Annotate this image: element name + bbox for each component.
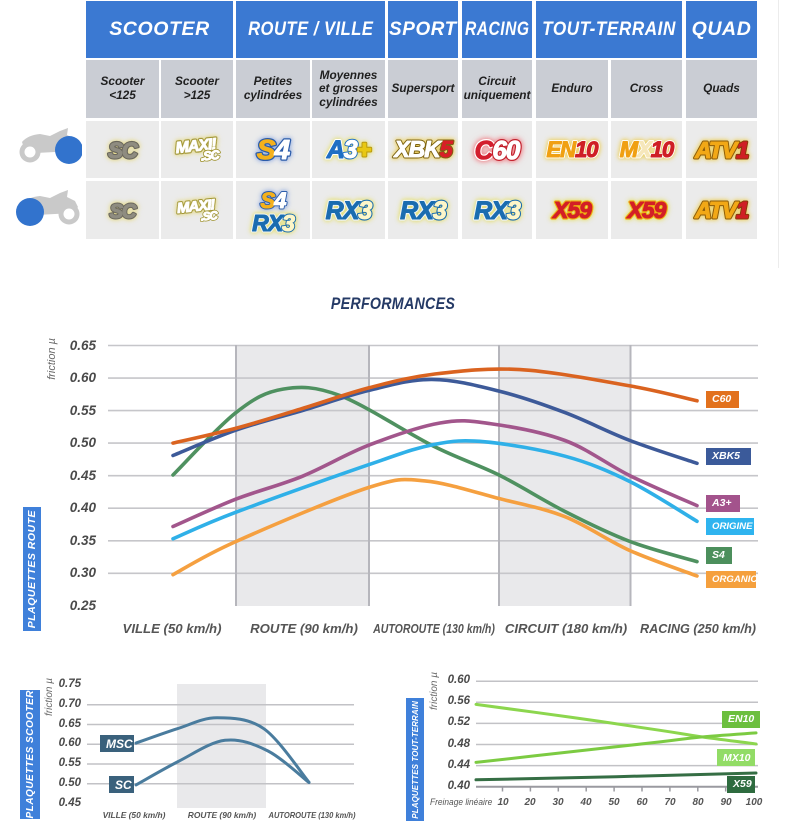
svg-text:C60: C60	[475, 135, 521, 165]
svg-text:ATV1: ATV1	[694, 137, 748, 163]
svg-text:X59: X59	[551, 197, 592, 223]
svg-text:C60: C60	[475, 135, 521, 165]
svg-text:.SC: .SC	[200, 148, 221, 164]
svg-text:XBK5: XBK5	[392, 136, 454, 162]
svg-text:X59: X59	[626, 197, 667, 223]
svg-text:ATV1: ATV1	[694, 197, 748, 223]
svg-text:RX3: RX3	[326, 197, 373, 225]
svg-text:SC: SC	[108, 138, 139, 163]
svg-text:X59: X59	[626, 197, 667, 223]
svg-text:RX3: RX3	[474, 197, 521, 225]
svg-text:ATV1: ATV1	[694, 137, 748, 163]
svg-text:SC: SC	[108, 138, 139, 163]
svg-text:RX3: RX3	[400, 197, 447, 225]
svg-text:MAXI!: MAXI!	[175, 136, 219, 157]
svg-text:RX3: RX3	[474, 197, 521, 225]
svg-text:XBK5: XBK5	[392, 136, 454, 162]
svg-text:RX3: RX3	[252, 210, 295, 236]
svg-text:ATV1: ATV1	[694, 197, 748, 223]
svg-text:.SC: .SC	[200, 210, 219, 224]
svg-text:MAXI!: MAXI!	[176, 196, 216, 217]
svg-text:S4: S4	[261, 188, 287, 213]
svg-text:MX10: MX10	[620, 137, 675, 162]
svg-text:MX10: MX10	[620, 137, 675, 162]
svg-text:RX3: RX3	[400, 197, 447, 225]
svg-text:S4: S4	[257, 134, 291, 165]
svg-text:RX3: RX3	[252, 210, 295, 236]
svg-text:A3+: A3+	[326, 136, 372, 164]
svg-text:EN10: EN10	[546, 137, 599, 162]
svg-text:MAXI!: MAXI!	[176, 196, 216, 217]
svg-text:RX3: RX3	[326, 197, 373, 225]
svg-text:.SC: .SC	[200, 148, 221, 164]
svg-text:EN10: EN10	[546, 137, 599, 162]
svg-text:S4: S4	[261, 188, 287, 213]
svg-text:A3+: A3+	[326, 136, 372, 164]
svg-text:SC: SC	[110, 201, 137, 223]
svg-text:X59: X59	[551, 197, 592, 223]
svg-text:S4: S4	[257, 134, 291, 165]
svg-text:SC: SC	[110, 201, 137, 223]
svg-text:.SC: .SC	[200, 210, 219, 224]
